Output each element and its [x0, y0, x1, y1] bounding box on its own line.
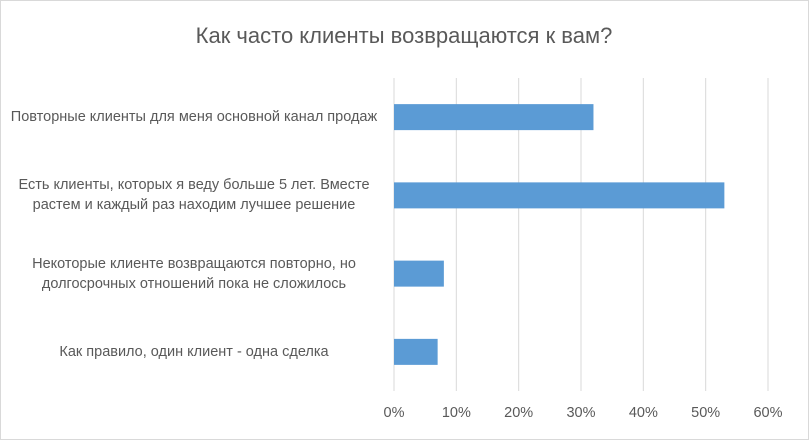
x-tick-label: 0%: [384, 405, 405, 421]
x-tick-label: 50%: [691, 405, 720, 421]
x-tick-label: 10%: [442, 405, 471, 421]
x-tick-label: 30%: [566, 405, 595, 421]
bar: [394, 260, 444, 287]
y-tick-label: Повторные клиенты для меня основной кана…: [10, 109, 378, 126]
y-tick-label: Как правило, один клиент - одна сделка: [59, 343, 329, 360]
bar: [394, 104, 594, 131]
chart-title: Как часто клиенты возвращаются к вам?: [196, 23, 613, 48]
y-tick-label: Некоторые клиенте возвращаются повторно,…: [32, 255, 356, 292]
x-tick-label: 40%: [629, 405, 658, 421]
x-tick-label: 20%: [504, 405, 533, 421]
x-tick-label: 60%: [753, 405, 782, 421]
y-tick-label: Есть клиенты, которых я веду больше 5 ле…: [18, 177, 370, 214]
bar: [394, 182, 725, 209]
bar: [394, 338, 438, 365]
